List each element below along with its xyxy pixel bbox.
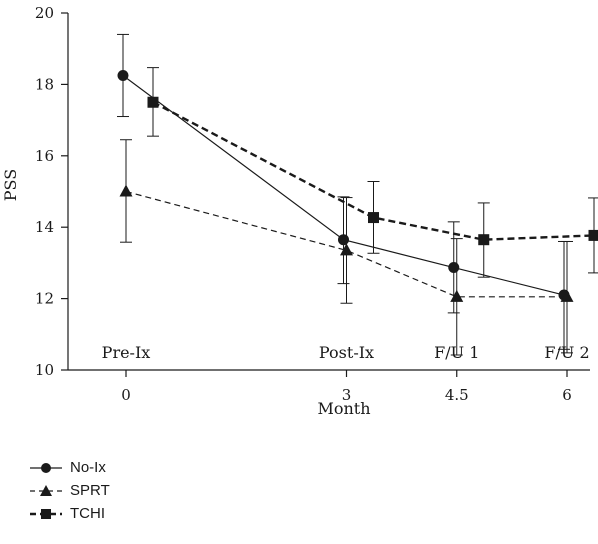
axes — [67, 13, 590, 371]
data-point-triangle — [450, 289, 464, 302]
data-point-triangle — [119, 184, 133, 197]
y-tick-label: 18 — [35, 75, 54, 93]
phase-label: Pre-Ix — [102, 343, 151, 362]
series-no-ix — [117, 33, 570, 350]
x-ticks: 0 3 4.5 6 — [121, 370, 572, 404]
legend-label: SPRT — [70, 482, 110, 499]
legend-item-sprt: SPRT — [28, 479, 110, 502]
phase-label: Post-Ix — [319, 343, 374, 362]
data-point-circle — [117, 69, 129, 81]
series-sprt — [119, 139, 574, 356]
legend-item-no-ix: No-Ix — [28, 456, 110, 479]
series-line — [125, 190, 567, 298]
legend-label: TCHI — [70, 505, 105, 522]
x-tick-label: 4.5 — [445, 386, 469, 404]
data-point-triangle — [340, 243, 353, 256]
x-tick-label: 0 — [121, 386, 131, 404]
y-tick-label: 10 — [35, 361, 54, 379]
data-point-square — [588, 229, 598, 241]
legend-swatch-square-bold-dashed — [30, 508, 62, 519]
y-axis-title: PSS — [1, 169, 20, 201]
legend-label: No-Ix — [70, 459, 106, 476]
y-tick-label: 12 — [35, 290, 54, 308]
legend-swatch-triangle-dashed — [30, 484, 62, 496]
x-axis-title: Month — [317, 399, 370, 418]
x-tick-label: 6 — [562, 386, 572, 404]
series-line — [122, 74, 565, 296]
data-point-triangle — [560, 289, 574, 302]
data-point-square — [478, 234, 490, 246]
y-tick-label: 20 — [35, 4, 54, 22]
data-point-circle — [338, 234, 349, 246]
series-line — [152, 101, 595, 241]
data-point-square — [368, 212, 379, 224]
y-tick-label: 14 — [35, 218, 54, 236]
y-ticks: 10 12 14 16 18 20 — [35, 4, 68, 379]
x-tick-label: 3 — [342, 386, 352, 404]
legend-item-tchi: TCHI — [28, 502, 110, 525]
phase-labels: Pre-Ix Post-Ix F/U 1 F/U 2 — [102, 343, 590, 362]
legend: No-Ix SPRT TCHI — [28, 456, 110, 525]
legend-swatch-circle-solid — [30, 462, 62, 473]
series-layer — [117, 33, 598, 356]
data-point-square — [147, 96, 159, 108]
series-tchi — [147, 67, 598, 278]
data-point-circle — [448, 262, 460, 274]
y-tick-label: 16 — [35, 147, 54, 165]
